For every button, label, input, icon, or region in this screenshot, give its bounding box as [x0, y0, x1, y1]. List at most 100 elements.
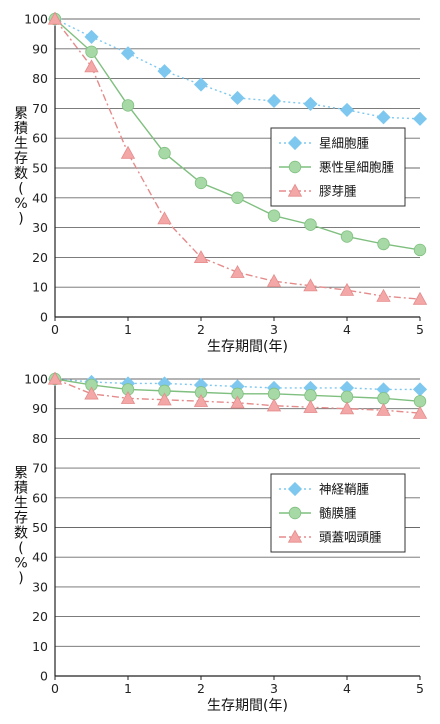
data-point — [230, 264, 245, 278]
data-point — [266, 398, 282, 412]
data-point — [85, 45, 98, 58]
data-point — [84, 386, 99, 400]
data-point — [376, 402, 391, 416]
data-point — [266, 93, 282, 109]
data-point — [413, 395, 427, 408]
legend-marker — [287, 183, 303, 197]
y-tick-label: 80 — [32, 71, 48, 86]
x-tick-label: 5 — [416, 322, 424, 337]
data-point — [303, 278, 318, 292]
data-point — [340, 230, 354, 243]
x-tick-label: 3 — [270, 681, 278, 696]
y-tick-label: 20 — [32, 250, 48, 265]
data-point — [412, 382, 428, 397]
data-point — [120, 145, 136, 159]
x-axis-label: 生存期間(年) — [207, 698, 288, 714]
y-tick-label: 0 — [40, 669, 48, 684]
data-point — [157, 392, 172, 406]
series-line — [54, 378, 420, 391]
legend-label: 頭蓋咽頭腫 — [319, 530, 382, 545]
data-point — [340, 390, 354, 404]
y-tick-label: 40 — [32, 190, 48, 205]
data-point — [120, 390, 136, 404]
x-tick-label: 5 — [416, 681, 424, 696]
legend-marker — [287, 135, 303, 151]
legend-label: 神経鞘腫 — [319, 482, 370, 497]
data-point — [194, 176, 208, 190]
data-point — [120, 46, 136, 61]
y-tick-label: 50 — [32, 520, 48, 535]
x-tick-label: 0 — [51, 322, 59, 337]
y-tick-label: 90 — [32, 41, 48, 56]
chart-1: 0 10 20 30 40 50 60 70 80 90 100 0 1 2 3 4 5 生存期間(年) 累積生存数… — [14, 11, 428, 355]
data-point — [193, 393, 209, 407]
series-2 — [48, 12, 427, 257]
legend-marker — [287, 529, 303, 543]
legend-marker — [287, 481, 303, 497]
series-1 — [47, 11, 428, 126]
x-tick-label: 2 — [197, 681, 205, 696]
data-point — [121, 99, 135, 112]
y-tick-label: 30 — [32, 579, 48, 594]
data-point — [377, 237, 390, 251]
series-line — [54, 18, 421, 120]
data-point — [303, 399, 318, 413]
y-tick-label: 100 — [24, 12, 48, 27]
x-tick-label: 1 — [124, 322, 132, 337]
data-point — [267, 387, 281, 401]
data-point — [339, 282, 355, 296]
y-tick-label: 90 — [32, 401, 48, 416]
data-point — [157, 211, 172, 225]
legend-label: 悪性星細胞腫 — [319, 160, 395, 175]
y-tick-label: 80 — [32, 431, 48, 446]
data-point — [47, 11, 63, 25]
y-axis-label: 累積生存数(%) — [14, 106, 28, 227]
series-2 — [48, 372, 427, 408]
legend-label: 膠芽腫 — [319, 184, 357, 199]
data-point — [412, 291, 428, 305]
y-tick-label: 70 — [32, 461, 48, 476]
y-tick-label: 30 — [32, 220, 48, 235]
data-point — [377, 392, 390, 405]
y-axis-label: 累積生存数(%) — [14, 466, 28, 587]
data-point — [304, 218, 317, 231]
data-point — [193, 250, 209, 264]
data-point — [376, 110, 391, 125]
y-tick-label: 60 — [32, 490, 48, 505]
data-point — [193, 77, 209, 92]
data-point — [303, 96, 318, 111]
series-3 — [47, 371, 428, 419]
data-point — [84, 29, 99, 44]
data-point — [267, 209, 281, 222]
data-point — [304, 389, 317, 402]
data-point — [266, 273, 282, 287]
data-point — [376, 288, 391, 302]
data-point — [339, 401, 355, 415]
data-point — [412, 111, 428, 126]
y-tick-label: 60 — [32, 131, 48, 146]
y-tick-label: 0 — [40, 310, 48, 325]
y-tick-label: 50 — [32, 161, 48, 176]
series-3 — [47, 11, 428, 305]
y-tick-label: 70 — [32, 101, 48, 116]
legend-label: 星細胞腫 — [319, 136, 370, 151]
data-point — [158, 146, 171, 160]
data-point — [412, 405, 428, 419]
chart-2: 0 10 20 30 40 50 60 70 80 90 100 0 1 2 3 4 5 生存期間(年) 累積生存数… — [14, 371, 428, 714]
data-point — [230, 395, 245, 409]
data-point — [231, 191, 244, 205]
data-point — [413, 243, 427, 257]
y-tick-label: 40 — [32, 550, 48, 565]
x-tick-label: 4 — [343, 681, 351, 696]
legend-label: 髄膜腫 — [319, 506, 357, 521]
data-point — [157, 64, 172, 79]
x-tick-label: 3 — [270, 322, 278, 337]
legend-marker — [288, 160, 302, 174]
x-tick-label: 4 — [343, 322, 351, 337]
data-point — [230, 90, 245, 106]
y-tick-label: 20 — [32, 609, 48, 624]
y-tick-label: 10 — [32, 639, 48, 654]
